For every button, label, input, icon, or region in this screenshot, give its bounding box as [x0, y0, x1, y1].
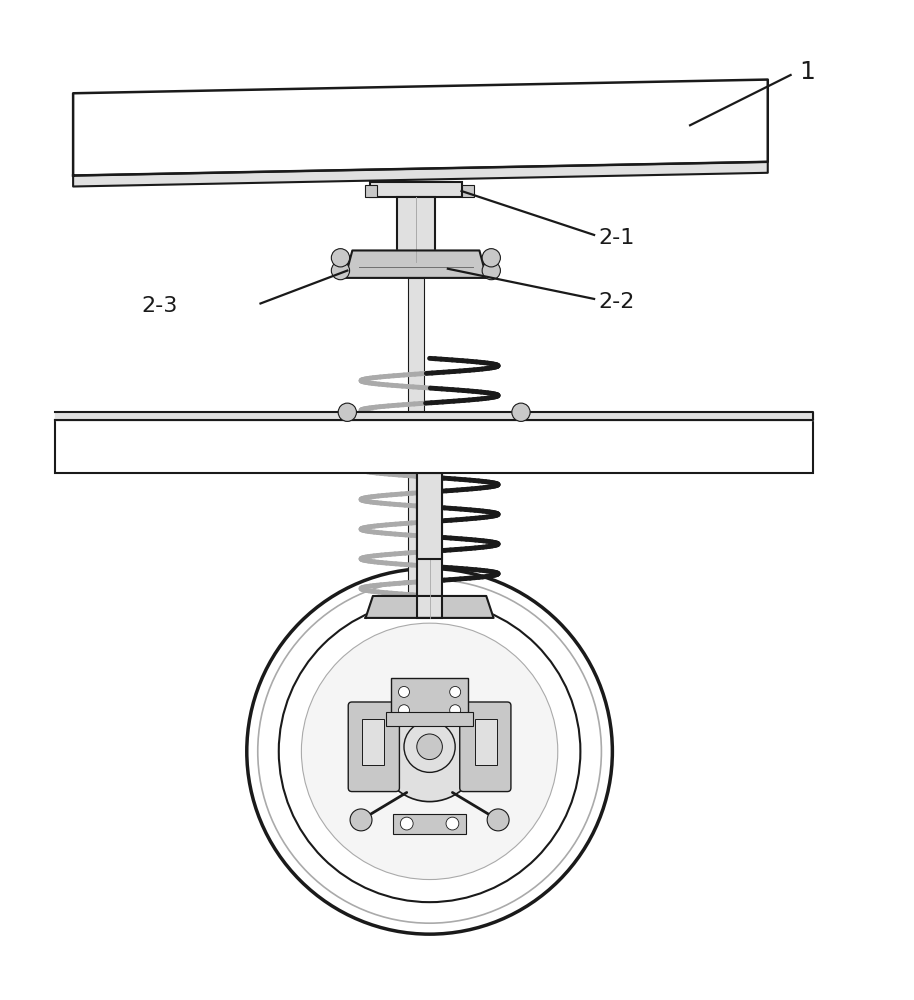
Bar [393, 814, 466, 834]
Polygon shape [73, 80, 768, 176]
FancyBboxPatch shape [348, 702, 399, 792]
Circle shape [450, 705, 461, 716]
Circle shape [258, 580, 601, 923]
Bar [386, 712, 473, 726]
Polygon shape [366, 596, 494, 618]
Polygon shape [345, 250, 486, 278]
Text: 2-1: 2-1 [599, 228, 635, 248]
Circle shape [400, 817, 413, 830]
Circle shape [331, 261, 349, 280]
Circle shape [279, 601, 580, 902]
Bar [417, 473, 442, 559]
Circle shape [338, 403, 356, 421]
Circle shape [446, 817, 459, 830]
Circle shape [399, 686, 409, 697]
Bar [397, 197, 435, 262]
Bar [365, 185, 377, 197]
Bar [370, 182, 462, 197]
Circle shape [399, 705, 409, 716]
Bar [462, 185, 474, 197]
Polygon shape [73, 162, 768, 186]
FancyBboxPatch shape [460, 702, 511, 792]
Circle shape [404, 721, 455, 772]
Text: 1: 1 [800, 60, 815, 84]
Bar [417, 463, 442, 618]
Circle shape [331, 249, 349, 267]
Circle shape [483, 261, 501, 280]
Text: 2-2: 2-2 [599, 292, 635, 312]
Text: 2-3: 2-3 [142, 296, 178, 316]
Circle shape [379, 701, 480, 802]
Bar [55, 420, 813, 473]
Bar [408, 278, 424, 601]
Circle shape [350, 809, 372, 831]
Circle shape [302, 623, 558, 880]
Circle shape [483, 249, 501, 267]
Circle shape [247, 569, 612, 934]
Circle shape [417, 734, 442, 760]
Circle shape [512, 403, 530, 421]
Circle shape [487, 809, 509, 831]
Bar [391, 678, 468, 719]
Bar [475, 719, 497, 765]
Polygon shape [55, 412, 813, 420]
Circle shape [450, 686, 461, 697]
Bar [362, 719, 384, 765]
